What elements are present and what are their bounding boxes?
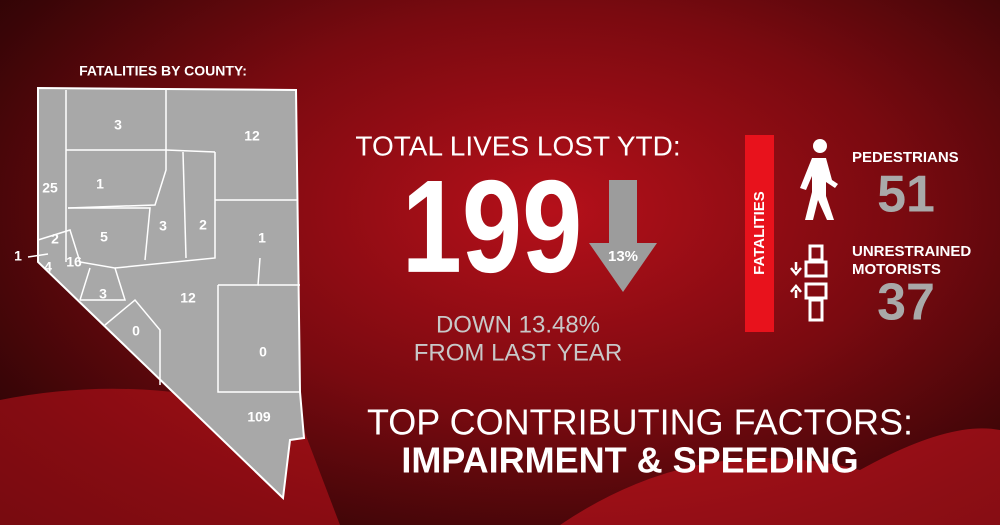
county-count: 25 [42, 180, 58, 196]
county-count: 4 [44, 259, 52, 275]
item-value: 37 [877, 274, 935, 332]
county-count: 1 [14, 248, 22, 264]
state-outline [37, 86, 306, 501]
county-count: 12 [244, 128, 260, 144]
county-count: 0 [132, 323, 140, 339]
item-label: MOTORISTS [852, 261, 941, 278]
county-count: 5 [100, 229, 108, 245]
total-label: TOTAL LIVES LOST YTD: [355, 130, 680, 161]
county-count: 2 [51, 231, 59, 247]
subtitle: FROM LAST YEAR [414, 339, 623, 366]
total-value: 199 [402, 153, 583, 301]
change: 13% [608, 248, 638, 265]
county-count: 16 [66, 254, 82, 270]
down-arrow [589, 180, 657, 292]
county-count: 12 [180, 290, 196, 306]
map-title: FATALITIES BY COUNTY: [79, 63, 247, 79]
factors-title: TOP CONTRIBUTING FACTORS: [367, 402, 913, 443]
seatbelt-icon [790, 244, 828, 322]
pedestrian-icon [800, 139, 838, 220]
item-label: UNRESTRAINED [852, 243, 971, 260]
item-label: PEDESTRIANS [852, 149, 959, 166]
county-count: 1 [96, 176, 104, 192]
county-count: 2 [199, 217, 207, 233]
county-count: 0 [259, 344, 267, 360]
item-value: 51 [877, 166, 935, 224]
tag: Fatalities [751, 191, 768, 275]
county-borders [37, 90, 300, 393]
county-count: 1 [258, 230, 266, 246]
subtitle: DOWN 13.48% [436, 311, 600, 338]
county-count: 3 [114, 117, 122, 133]
county-count: 3 [99, 286, 107, 302]
leader-line [27, 253, 49, 258]
bg-shape [560, 428, 1000, 525]
county-count: 3 [159, 218, 167, 234]
tag-bar [745, 135, 774, 332]
county-count: 109 [247, 409, 271, 425]
factors-items: IMPAIRMENT & SPEEDING [401, 440, 858, 481]
